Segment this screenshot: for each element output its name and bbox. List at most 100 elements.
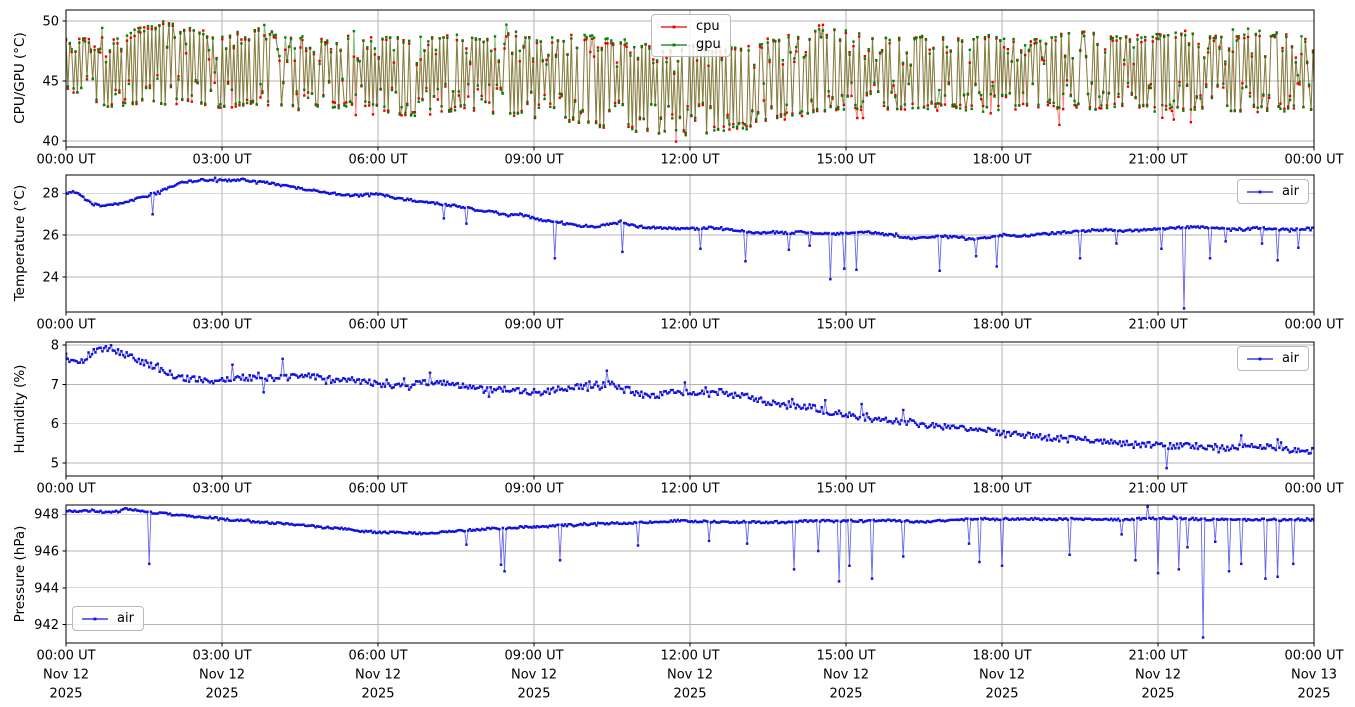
legend-air-humidity: air <box>1237 346 1309 371</box>
x-tick-label: 18:00 UT <box>972 153 1031 168</box>
x-tick-label: 15:00 UT <box>816 318 875 333</box>
x-tick-year-label: 2025 <box>985 687 1018 702</box>
gpu-series-markers <box>66 20 1314 137</box>
x-tick-label: 03:00 UT <box>192 153 251 168</box>
legend-entry-gpu: gpu <box>659 37 721 52</box>
y-tick-label: 24 <box>42 271 59 286</box>
y-tick-label: 8 <box>51 339 59 354</box>
x-tick-label: 00:00 UT <box>36 649 95 664</box>
y-tick-label: 948 <box>34 508 59 523</box>
x-tick-label: 03:00 UT <box>192 482 251 497</box>
x-tick-label: 21:00 UT <box>1128 318 1187 333</box>
legend-label-cpu: cpu <box>696 19 720 34</box>
x-tick-label: 06:00 UT <box>348 649 407 664</box>
x-tick-year-label: 2025 <box>673 687 706 702</box>
x-tick-label: 15:00 UT <box>816 153 875 168</box>
x-tick-label: 09:00 UT <box>504 482 563 497</box>
cpu-legend-line-icon <box>661 25 687 28</box>
x-tick-year-label: 2025 <box>361 687 394 702</box>
x-tick-label: 15:00 UT <box>816 649 875 664</box>
x-tick-label: 18:00 UT <box>972 318 1031 333</box>
subplot-0: 00:00 UT 03:00 UT 06:00 UT 09:00 UT 12:00 UT… <box>36 9 1344 168</box>
plot-area-0 <box>66 20 1314 143</box>
y-tick-label: 6 <box>51 417 59 432</box>
legend-label-air: air <box>1282 351 1299 366</box>
y-tick-label: 26 <box>42 229 59 244</box>
x-tick-label: 06:00 UT <box>348 153 407 168</box>
x-tick-label: 09:00 UT <box>504 649 563 664</box>
x-tick-label: 03:00 UT <box>192 649 251 664</box>
x-tick-label: 00:00 UT <box>36 482 95 497</box>
ylabel-humidity: Humidity (%) <box>12 364 28 454</box>
ylabel-pressure: Pressure (hPa) <box>12 525 28 623</box>
x-tick-label: 00:00 UT <box>1284 153 1343 168</box>
air-legend-line-icon <box>82 617 108 620</box>
x-tick-year-label: 2025 <box>1141 687 1174 702</box>
x-tick-label: 00:00 UT <box>36 318 95 333</box>
x-tick-label: 15:00 UT <box>816 482 875 497</box>
x-tick-date-label: Nov 12 <box>979 668 1025 683</box>
y-tick-label: 5 <box>51 457 59 472</box>
x-tick-label: 03:00 UT <box>192 318 251 333</box>
y-tick-label: 28 <box>42 187 59 202</box>
x-tick-label: 12:00 UT <box>660 153 719 168</box>
x-tick-label: 21:00 UT <box>1128 153 1187 168</box>
subplot-2: 00:00 UT 03:00 UT 06:00 UT 09:00 UT 12:00 UT… <box>36 339 1343 497</box>
x-tick-date-label: Nov 13 <box>1291 668 1337 683</box>
x-tick-label: 18:00 UT <box>972 649 1031 664</box>
subplot-1: 00:00 UT 03:00 UT 06:00 UT 09:00 UT 12:00 UT… <box>36 174 1344 333</box>
legend-air-pressure: air <box>72 606 144 631</box>
x-tick-date-label: Nov 12 <box>511 668 557 683</box>
x-tick-date-label: Nov 12 <box>1135 668 1181 683</box>
x-tick-label: 18:00 UT <box>972 482 1031 497</box>
x-tick-date-label: Nov 12 <box>43 668 89 683</box>
legend-label-air: air <box>1282 184 1299 199</box>
legend-entry-cpu: cpu <box>659 19 721 34</box>
x-tick-label: 00:00 UT <box>1284 318 1343 333</box>
y-tick-label: 944 <box>34 581 59 596</box>
x-tick-year-label: 2025 <box>517 687 550 702</box>
y-tick-label: 942 <box>34 618 59 633</box>
x-tick-year-label: 2025 <box>1297 687 1330 702</box>
x-tick-label: 06:00 UT <box>348 318 407 333</box>
y-tick-label: 40 <box>42 135 59 150</box>
x-tick-year-label: 2025 <box>49 687 82 702</box>
air-legend-line-icon <box>1247 357 1273 360</box>
x-tick-label: 12:00 UT <box>660 482 719 497</box>
legend-entry-air: air <box>1245 184 1299 199</box>
air-legend-line-icon <box>1247 190 1273 193</box>
x-tick-label: 06:00 UT <box>348 482 407 497</box>
y-tick-label: 7 <box>51 378 59 393</box>
ylabel-cpu-gpu: CPU/GPU (°C) <box>12 32 28 124</box>
x-tick-date-label: Nov 12 <box>199 668 245 683</box>
legend-label-gpu: gpu <box>696 37 721 52</box>
x-tick-label: 00:00 UT <box>1284 649 1343 664</box>
y-tick-label: 946 <box>34 545 59 560</box>
legend-air-temperature: air <box>1237 179 1309 204</box>
gpu-legend-line-icon <box>661 43 687 46</box>
y-tick-label: 45 <box>42 75 59 90</box>
x-tick-year-label: 2025 <box>829 687 862 702</box>
x-tick-label: 00:00 UT <box>36 153 95 168</box>
x-tick-label: 09:00 UT <box>504 153 563 168</box>
legend-label-air: air <box>117 611 134 626</box>
subplot-3: 00:00 UT Nov 12 2025 03:00 UT Nov 12 2025 06:0… <box>34 504 1344 702</box>
y-tick-label: 50 <box>42 15 59 30</box>
x-tick-date-label: Nov 12 <box>667 668 713 683</box>
x-tick-year-label: 2025 <box>205 687 238 702</box>
legend-cpu-gpu: cpu gpu <box>651 14 731 57</box>
x-tick-date-label: Nov 12 <box>823 668 869 683</box>
plot-area-1 <box>66 176 1314 310</box>
x-tick-date-label: Nov 12 <box>355 668 401 683</box>
x-tick-label: 21:00 UT <box>1128 649 1187 664</box>
x-tick-label: 21:00 UT <box>1128 482 1187 497</box>
ylabel-temperature: Temperature (°C) <box>12 184 28 302</box>
legend-entry-air: air <box>1245 351 1299 366</box>
x-tick-label: 12:00 UT <box>660 649 719 664</box>
legend-entry-air: air <box>80 611 134 626</box>
x-tick-label: 12:00 UT <box>660 318 719 333</box>
x-tick-label: 09:00 UT <box>504 318 563 333</box>
x-tick-label: 00:00 UT <box>1284 482 1343 497</box>
